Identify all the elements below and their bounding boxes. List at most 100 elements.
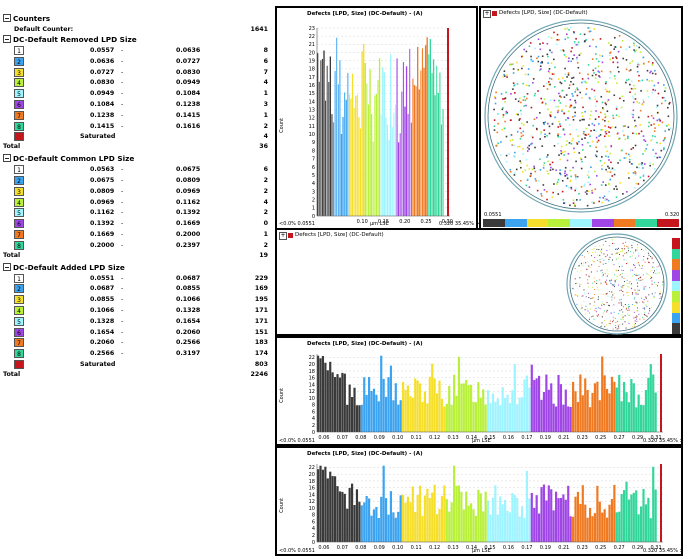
histogram-bar bbox=[369, 69, 371, 216]
defect-dot bbox=[605, 324, 607, 326]
defect-dot bbox=[649, 307, 651, 309]
bin-color-badge: 2 bbox=[14, 176, 24, 185]
histogram-bar bbox=[613, 484, 616, 542]
defect-dot bbox=[633, 318, 635, 320]
wafer-map-top-panel[interactable]: + Defects [LPD, Size] (DC-Default) 0.055… bbox=[479, 6, 683, 230]
defect-dot bbox=[565, 55, 567, 58]
defect-dot bbox=[637, 293, 639, 295]
histogram-bar bbox=[407, 113, 409, 216]
defect-dot bbox=[634, 93, 636, 96]
defect-dot bbox=[632, 293, 634, 295]
defect-dot bbox=[579, 33, 582, 35]
histogram-mid-panel[interactable]: Defects [LPD, Size] (DC-Default) - (A) C… bbox=[275, 336, 684, 446]
defect-dot bbox=[644, 261, 646, 263]
defect-dot bbox=[635, 293, 637, 295]
range-dash: - bbox=[121, 209, 124, 217]
defect-dot bbox=[569, 84, 571, 86]
bin-high-value: 0.1066 bbox=[176, 296, 201, 304]
defect-dot bbox=[525, 104, 527, 107]
defect-dot bbox=[628, 46, 631, 48]
defect-dot bbox=[584, 80, 586, 83]
histogram-bar bbox=[501, 387, 504, 432]
defect-dot bbox=[634, 267, 636, 269]
defect-dot bbox=[605, 81, 608, 83]
histogram-bar bbox=[598, 400, 601, 432]
defect-dot bbox=[598, 75, 600, 77]
defect-dot bbox=[610, 312, 612, 314]
saturated-row: Saturated 4 bbox=[0, 132, 274, 142]
defect-dot bbox=[553, 183, 555, 185]
defect-dot bbox=[540, 131, 543, 134]
defect-dot bbox=[565, 94, 568, 96]
section-header[interactable]: DC-Default Common LPD Size bbox=[3, 154, 134, 163]
defect-dot bbox=[638, 74, 640, 77]
defect-dot bbox=[496, 144, 498, 146]
histogram-bot-panel[interactable]: Defects [LPD, Size] (DC-Default) - (A) C… bbox=[275, 446, 684, 556]
collapse-icon[interactable] bbox=[3, 35, 11, 43]
defect-dot bbox=[502, 116, 504, 118]
defect-dot bbox=[664, 90, 666, 93]
defect-dot bbox=[521, 122, 523, 125]
defect-dot bbox=[608, 135, 611, 137]
defect-dot bbox=[636, 279, 638, 281]
defect-dot bbox=[592, 315, 594, 317]
defect-dot bbox=[619, 274, 621, 276]
defect-dot bbox=[648, 274, 650, 276]
collapse-icon[interactable] bbox=[3, 14, 11, 22]
wafer-map-mid-panel[interactable]: + Defects [LPD, Size] (DC-Default) bbox=[275, 228, 683, 336]
defect-dot bbox=[558, 92, 560, 95]
defect-dot bbox=[539, 133, 542, 135]
defect-dot bbox=[666, 106, 669, 109]
defect-dot bbox=[587, 77, 590, 80]
wafer-top-map[interactable] bbox=[481, 18, 681, 218]
expand-icon[interactable]: + bbox=[483, 10, 491, 18]
defect-dot bbox=[606, 90, 608, 93]
defect-dot bbox=[587, 251, 589, 253]
histogram-bar bbox=[506, 510, 509, 542]
expand-icon[interactable]: + bbox=[279, 232, 287, 240]
histogram-bar bbox=[326, 65, 328, 216]
defect-dot bbox=[590, 166, 592, 168]
defect-dot bbox=[595, 146, 597, 149]
defect-dot bbox=[564, 175, 566, 177]
defect-dot bbox=[655, 106, 658, 109]
section-header[interactable]: DC-Default Added LPD Size bbox=[3, 262, 125, 272]
defect-dot bbox=[611, 296, 613, 298]
collapse-icon[interactable] bbox=[3, 262, 11, 271]
defect-dot bbox=[646, 144, 649, 146]
histogram-bar bbox=[569, 516, 572, 542]
defect-dot bbox=[624, 125, 626, 127]
x-tick-label: 0.31 bbox=[651, 435, 662, 441]
defect-dot bbox=[561, 151, 564, 153]
defect-dot bbox=[587, 261, 589, 263]
defect-dot bbox=[638, 313, 640, 315]
defect-dot bbox=[493, 108, 495, 111]
defect-dot bbox=[525, 158, 528, 161]
defect-dot bbox=[625, 48, 628, 51]
histogram-bar bbox=[450, 502, 453, 542]
y-tick-label: 12 bbox=[309, 389, 315, 395]
section-header[interactable]: DC-Default Removed LPD Size bbox=[3, 35, 137, 44]
defect-dot bbox=[502, 75, 505, 78]
defect-dot bbox=[605, 155, 607, 157]
y-tick-label: 17 bbox=[309, 75, 315, 81]
wafer-mid-map[interactable] bbox=[565, 232, 669, 336]
histogram-bar bbox=[525, 375, 529, 432]
defect-dot bbox=[581, 307, 583, 309]
counters-panel: Counters Default Counter: 1641 DC-Default R… bbox=[0, 0, 274, 560]
defect-dot bbox=[513, 84, 515, 87]
counters-header[interactable]: Counters bbox=[3, 14, 50, 23]
defect-dot bbox=[586, 174, 589, 176]
defect-dot bbox=[580, 97, 583, 99]
histogram-bar bbox=[431, 363, 434, 432]
defect-dot bbox=[563, 96, 566, 98]
collapse-icon[interactable] bbox=[3, 154, 11, 163]
defect-dot bbox=[534, 170, 537, 173]
histogram-bar bbox=[606, 388, 609, 432]
defect-dot bbox=[585, 93, 587, 96]
defect-dot bbox=[493, 125, 496, 128]
bin-row: 1 0.0551-0.0687 229 bbox=[0, 273, 274, 284]
histogram-top-panel[interactable]: Defects [LPD, Size] (DC-Default) - (A) C… bbox=[275, 6, 480, 230]
defect-dot bbox=[574, 115, 576, 117]
defect-dot bbox=[651, 293, 653, 295]
